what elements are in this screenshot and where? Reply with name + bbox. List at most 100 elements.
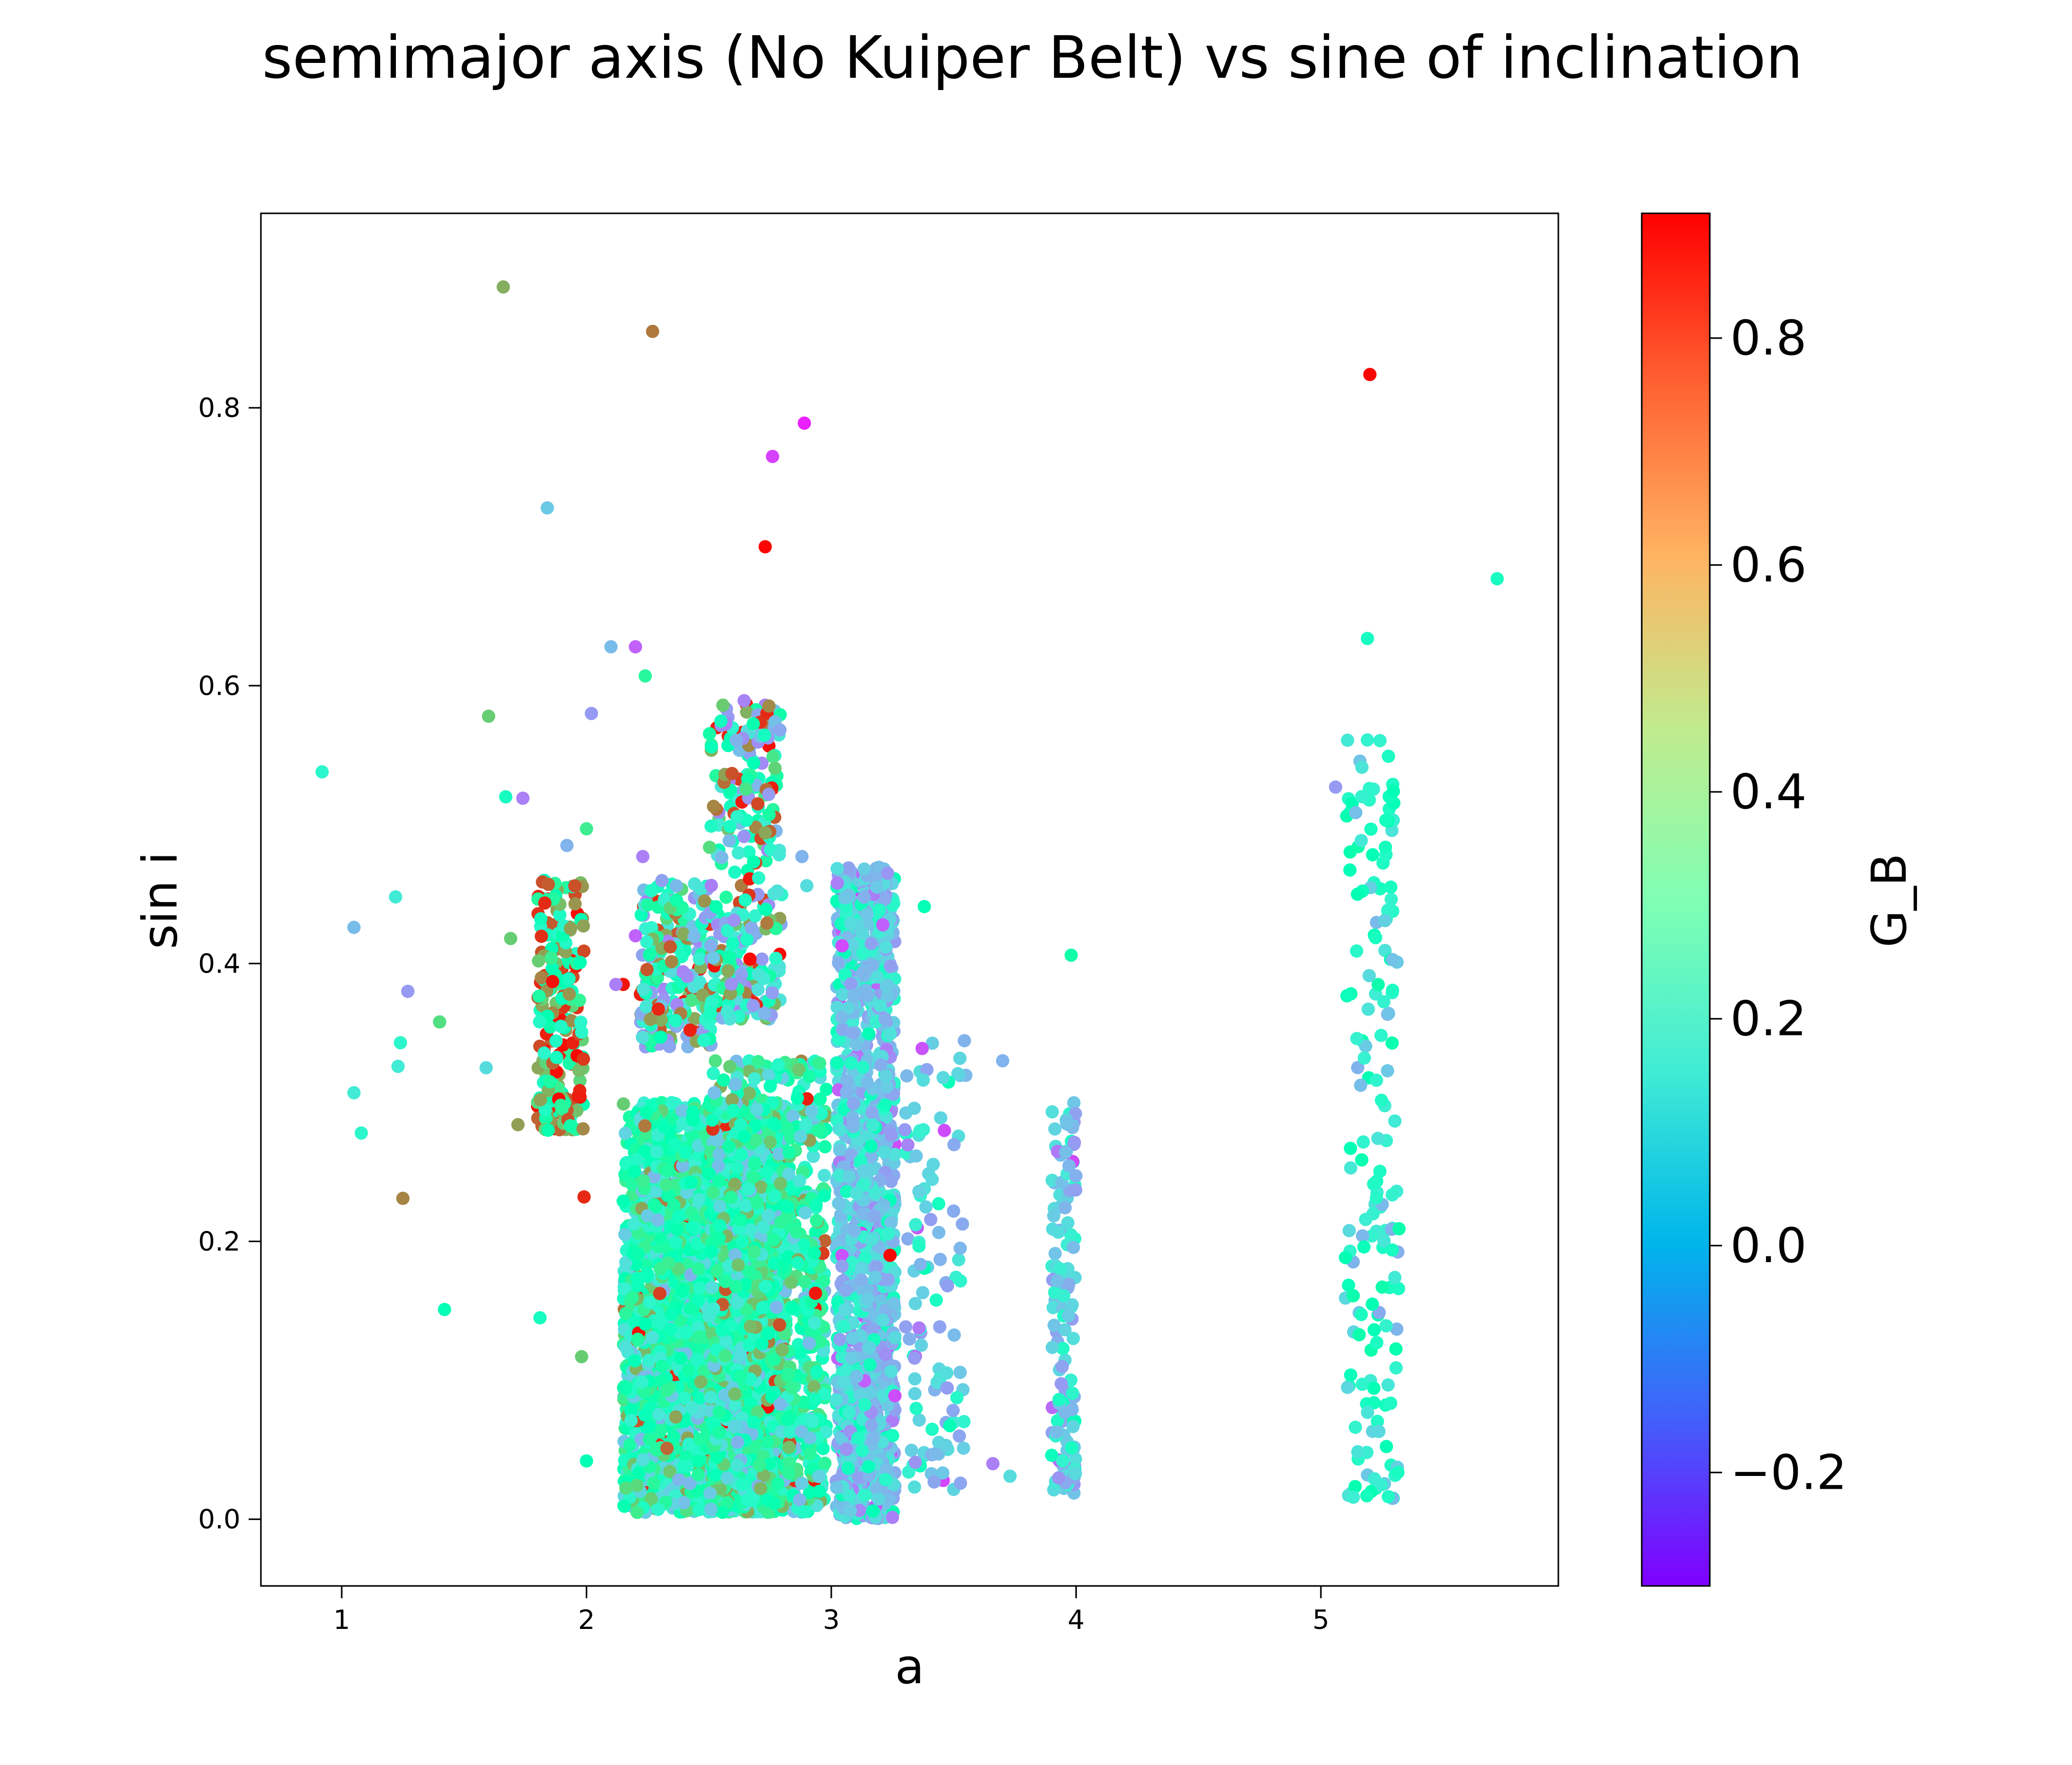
scatter-point (640, 935, 654, 949)
scatter-point (768, 1118, 782, 1132)
scatter-point (721, 964, 735, 978)
scatter-point (669, 1013, 682, 1027)
scatter-point (710, 1264, 724, 1278)
scatter-point (729, 1419, 743, 1433)
scatter-point (740, 705, 754, 719)
scatter-point (739, 1199, 753, 1213)
scatter-point (772, 1058, 785, 1072)
scatter-point (638, 1119, 652, 1133)
scatter-point (738, 893, 752, 907)
scatter-point (692, 1330, 706, 1343)
scatter-point (636, 1174, 650, 1188)
scatter-point (808, 1316, 821, 1330)
scatter-point (619, 1340, 632, 1353)
scatter-point (576, 1122, 590, 1136)
scatter-point (712, 1405, 726, 1419)
scatter-point (726, 937, 740, 950)
scatter-point (724, 977, 738, 991)
scatter-point (672, 1473, 686, 1487)
scatter-point (769, 1300, 783, 1314)
scatter-point (692, 1503, 706, 1516)
scatter-point (809, 1214, 823, 1227)
scatter-point (703, 1006, 717, 1020)
scatter-point (774, 1215, 788, 1229)
scatter-point (818, 1189, 831, 1203)
scatter-point (667, 1430, 680, 1444)
scatter-point (782, 1441, 796, 1454)
scatter-point (618, 1228, 632, 1242)
scatter-point (731, 1258, 745, 1272)
scatter-point (533, 1015, 546, 1029)
scatter-point (575, 1025, 588, 1039)
scatter-point (538, 1103, 552, 1117)
scatter-point (709, 1054, 722, 1068)
scatter-point (665, 955, 678, 968)
scatter-point (770, 884, 784, 898)
scatter-point (805, 1105, 819, 1118)
scatter-point (751, 1055, 765, 1069)
scatter-point (628, 1354, 642, 1367)
scatter-point (763, 1079, 777, 1093)
scatter-point (756, 1301, 769, 1315)
scatter-point (741, 772, 755, 786)
scatter-point (693, 976, 707, 989)
scatter-point (643, 1420, 656, 1433)
scatter-point (707, 800, 720, 813)
scatter-point (573, 1074, 587, 1088)
scatter-point (715, 1323, 729, 1337)
scatter-point (654, 1030, 668, 1044)
scatter-point (776, 1343, 789, 1357)
scatter-point (766, 749, 780, 763)
scatter-point (758, 826, 772, 840)
scatter-point (679, 1326, 693, 1340)
scatter-point (747, 1072, 761, 1086)
scatter-point (697, 1033, 711, 1047)
scatter-point (704, 740, 718, 754)
scatter-point (702, 727, 716, 741)
scatter-point (683, 1023, 697, 1037)
scatter-point (692, 1454, 705, 1468)
scatter-point (760, 1165, 774, 1179)
scatter-point (635, 1375, 649, 1389)
scatter-point (746, 855, 760, 869)
scatter-point (644, 1012, 657, 1026)
scatter-point (722, 834, 736, 848)
scatter-point (651, 1503, 665, 1516)
scatter-point (795, 1476, 809, 1490)
scatter-point (759, 1279, 772, 1293)
scatter-point (554, 1020, 568, 1033)
scatter-point (577, 1052, 590, 1066)
scatter-point (535, 930, 548, 943)
scatter-point (743, 1319, 757, 1333)
scatter-point (684, 1176, 698, 1189)
scatter-point (782, 1367, 796, 1381)
scatter-point (619, 1127, 632, 1140)
scatter-point (650, 1145, 664, 1159)
scatter-point (805, 1415, 819, 1428)
scatter-point (677, 1460, 691, 1473)
scatter-point (729, 1279, 743, 1293)
scatter-point (742, 1087, 756, 1100)
scatter-point (813, 1092, 827, 1106)
scatter-point (752, 871, 765, 885)
scatter-point (672, 1209, 686, 1223)
scatter-point (684, 1301, 697, 1315)
scatter-point (685, 1221, 699, 1234)
scatter-point (674, 1352, 688, 1365)
scatter-point (740, 933, 754, 946)
scatter-point (647, 1476, 660, 1490)
scatter-point (698, 894, 711, 908)
scatter-point (545, 961, 559, 975)
scatter-point (724, 1190, 738, 1204)
scatter-point (541, 1123, 555, 1137)
scatter-point (685, 994, 699, 1007)
scatter-point (780, 1413, 794, 1426)
scatter-point (618, 1499, 631, 1513)
scatter-point (797, 1505, 811, 1518)
scatter-point (635, 1030, 649, 1044)
scatter-point (669, 1236, 682, 1249)
scatter-point (750, 1102, 764, 1116)
scatter-point (636, 982, 650, 996)
scatter-point (722, 1140, 736, 1154)
scatter-point (704, 1391, 718, 1404)
